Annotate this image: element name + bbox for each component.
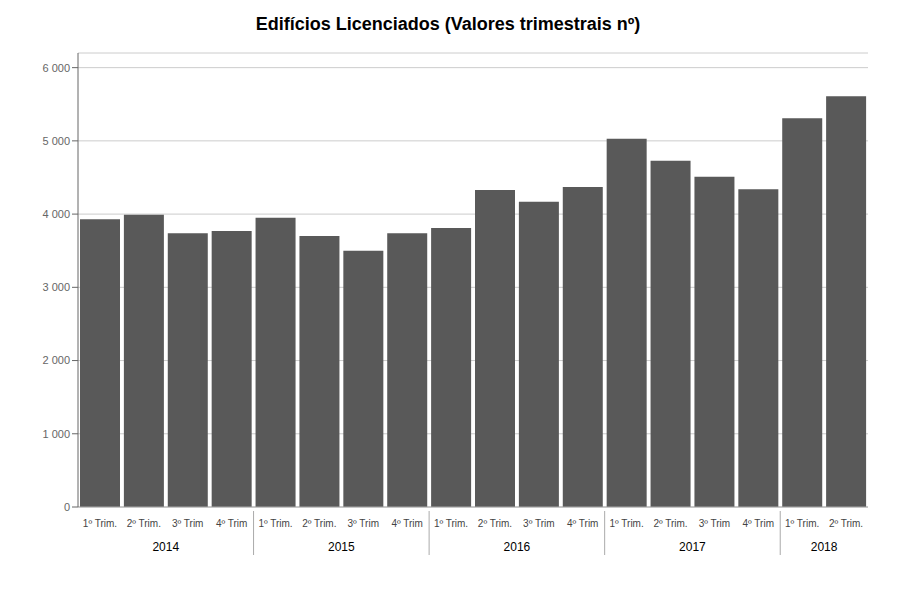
svg-text:2014: 2014 <box>152 540 179 554</box>
svg-text:4º Trim: 4º Trim <box>216 518 247 529</box>
svg-text:2º Trim.: 2º Trim. <box>127 518 161 529</box>
svg-text:1º Trim.: 1º Trim. <box>258 518 292 529</box>
svg-text:5 000: 5 000 <box>42 135 70 147</box>
svg-text:1º Trim.: 1º Trim. <box>434 518 468 529</box>
svg-text:4º Trim: 4º Trim <box>567 518 598 529</box>
svg-text:3º Trim: 3º Trim <box>172 518 203 529</box>
svg-text:2º Trim.: 2º Trim. <box>829 518 863 529</box>
svg-text:2º Trim.: 2º Trim. <box>653 518 687 529</box>
svg-text:6 000: 6 000 <box>42 62 70 74</box>
svg-text:2015: 2015 <box>328 540 355 554</box>
svg-text:2 000: 2 000 <box>42 354 70 366</box>
svg-text:4º Trim: 4º Trim <box>743 518 774 529</box>
svg-text:1º Trim.: 1º Trim. <box>785 518 819 529</box>
svg-text:2º Trim.: 2º Trim. <box>302 518 336 529</box>
html-text:Edifícios Licenciados (Valores: Edifícios Licenciados (Valores trimestra… <box>255 14 641 34</box>
svg-text:4 000: 4 000 <box>42 208 70 220</box>
svg-text:3º Trim: 3º Trim <box>348 518 379 529</box>
svg-text:1 000: 1 000 <box>42 428 70 440</box>
svg-text:2º Trim.: 2º Trim. <box>478 518 512 529</box>
svg-text:3 000: 3 000 <box>42 281 70 293</box>
svg-text:3º Trim: 3º Trim <box>699 518 730 529</box>
svg-text:1º Trim.: 1º Trim. <box>610 518 644 529</box>
svg-text:0: 0 <box>64 501 70 513</box>
svg-text:3º Trim: 3º Trim <box>523 518 554 529</box>
svg-text:4º Trim: 4º Trim <box>391 518 422 529</box>
svg-text:2018: 2018 <box>811 540 838 554</box>
svg-text:2017: 2017 <box>679 540 706 554</box>
svg-text:2016: 2016 <box>504 540 531 554</box>
svg-text:1º Trim.: 1º Trim. <box>83 518 117 529</box>
